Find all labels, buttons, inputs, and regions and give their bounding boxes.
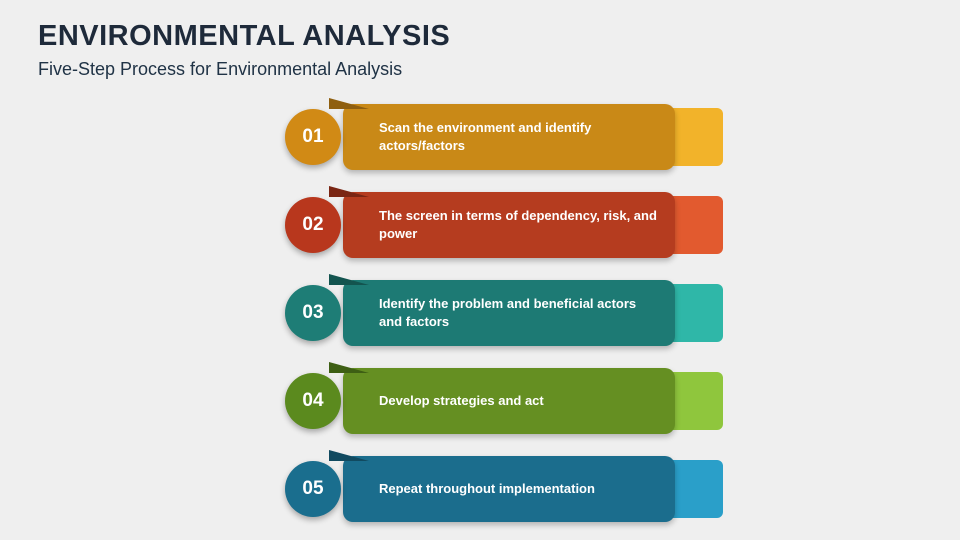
step-text: Scan the environment and identify actors… — [379, 119, 657, 154]
step-badge: 02 — [285, 197, 341, 253]
title-block: ENVIRONMENTAL ANALYSIS Five-Step Process… — [38, 20, 450, 80]
step-badge: 01 — [285, 109, 341, 165]
step-text: Identify the problem and beneficial acto… — [379, 295, 657, 330]
step-badge: 04 — [285, 373, 341, 429]
step-pointer — [329, 450, 369, 461]
step-number: 03 — [302, 302, 323, 324]
step-number: 05 — [302, 478, 323, 500]
step-04: Develop strategies and act 04 — [285, 362, 705, 440]
step-bar: Repeat throughout implementation — [343, 456, 675, 522]
page-subtitle: Five-Step Process for Environmental Anal… — [38, 59, 450, 80]
step-01: Scan the environment and identify actors… — [285, 98, 705, 176]
step-badge: 03 — [285, 285, 341, 341]
step-pointer — [329, 362, 369, 373]
step-number: 04 — [302, 390, 323, 412]
step-number: 01 — [302, 126, 323, 148]
step-pointer — [329, 274, 369, 285]
step-05: Repeat throughout implementation 05 — [285, 450, 705, 528]
step-pointer — [329, 186, 369, 197]
step-text: Develop strategies and act — [379, 392, 544, 410]
step-bar: Scan the environment and identify actors… — [343, 104, 675, 170]
page-title: ENVIRONMENTAL ANALYSIS — [38, 20, 450, 53]
step-badge: 05 — [285, 461, 341, 517]
step-bar: Identify the problem and beneficial acto… — [343, 280, 675, 346]
step-text: Repeat throughout implementation — [379, 480, 595, 498]
step-text: The screen in terms of dependency, risk,… — [379, 207, 657, 242]
step-02: The screen in terms of dependency, risk,… — [285, 186, 705, 264]
step-bar: Develop strategies and act — [343, 368, 675, 434]
step-number: 02 — [302, 214, 323, 236]
step-bar: The screen in terms of dependency, risk,… — [343, 192, 675, 258]
steps-container: Scan the environment and identify actors… — [285, 98, 705, 538]
step-03: Identify the problem and beneficial acto… — [285, 274, 705, 352]
step-pointer — [329, 98, 369, 109]
